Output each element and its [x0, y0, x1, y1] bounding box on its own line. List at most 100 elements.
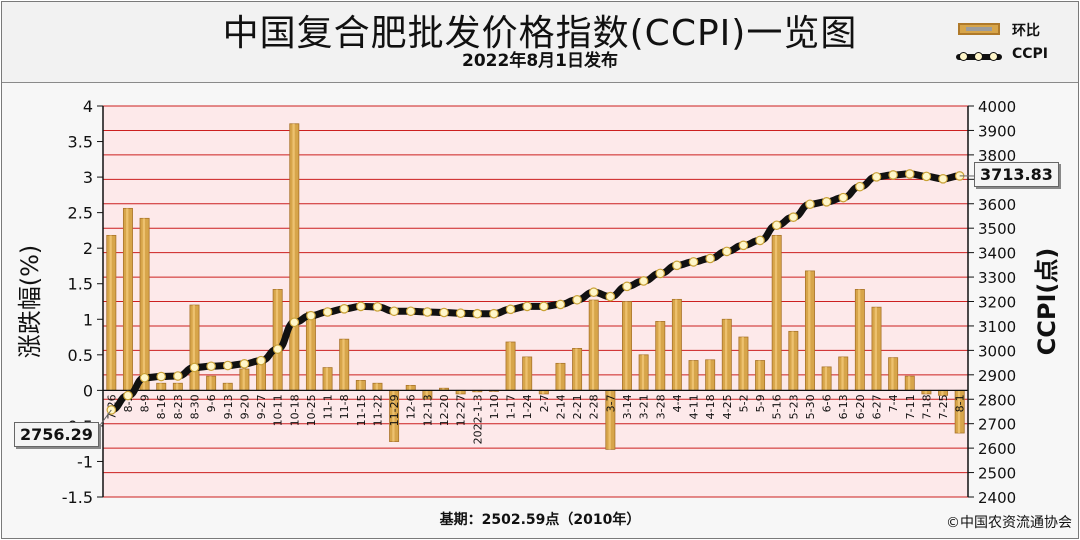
left-tick-label: 1.5: [68, 275, 93, 294]
right-tick-label: 3000: [978, 342, 1016, 360]
bar-highlight: [192, 305, 195, 391]
category-label: 1-10: [488, 394, 501, 419]
bar-highlight: [891, 357, 894, 391]
ccpi-point-12-6: [405, 306, 416, 317]
category-label: 9-20: [238, 394, 251, 419]
category-label: 12-20: [438, 394, 451, 426]
bar-swatch-icon: [958, 23, 1000, 35]
bar-highlight: [375, 383, 378, 391]
bar-highlight: [292, 123, 295, 391]
category-label: 3-21: [638, 394, 651, 419]
bar-highlight: [791, 331, 794, 391]
right-tick-label: 3400: [978, 245, 1016, 263]
category-label: 12-6: [405, 394, 418, 419]
bar-highlight: [309, 312, 312, 391]
ccpi-point-5-2: [738, 240, 749, 251]
bar-highlight: [941, 390, 944, 396]
legend-label-bar: 环比: [1012, 23, 1040, 39]
left-axis-title: 涨跌幅(%): [16, 245, 44, 359]
ccpi-point-3-14: [622, 281, 632, 292]
bar-highlight: [259, 361, 262, 391]
category-label: 11-22: [371, 394, 384, 426]
category-label: 1-24: [521, 394, 534, 419]
bar-highlight: [109, 235, 112, 391]
right-tick-label: 3100: [978, 318, 1016, 336]
right-tick-label: 3200: [978, 294, 1016, 312]
category-label: 4-25: [721, 394, 734, 419]
left-tick-label: 3: [83, 168, 93, 187]
category-label: 2022-1-3: [471, 394, 484, 444]
category-label: 10-11: [272, 394, 285, 426]
right-tick-label: 2900: [978, 367, 1016, 385]
bar-highlight: [724, 319, 728, 391]
bar-highlight: [458, 390, 462, 394]
ccpi-point-9-6: [206, 361, 216, 372]
right-tick-label: 3600: [978, 196, 1016, 214]
ccpi-point-7-4: [888, 170, 898, 180]
ccpi-point-11-22: [372, 302, 383, 312]
category-label: 11-29: [388, 394, 401, 426]
bar-highlight: [907, 376, 911, 391]
page-title: 中国复合肥批发价格指数(CCPI)一览图: [222, 13, 858, 54]
category-label: 2-21: [571, 394, 584, 419]
category-label: 12-27: [455, 394, 468, 426]
bar-highlight: [924, 390, 927, 394]
left-tick-label: 3.5: [68, 133, 93, 152]
category-label: 7-4: [887, 394, 900, 412]
ccpi-point-4-25: [721, 246, 732, 257]
marker-icon: [974, 52, 983, 61]
bar-highlight: [225, 383, 229, 391]
ccpi-point-2-7: [539, 301, 549, 312]
category-label: 11-1: [322, 394, 335, 419]
category-label: 5-23: [787, 394, 800, 419]
bar-highlight: [608, 390, 611, 450]
ccpi-point-2-21: [572, 294, 582, 305]
right-tick-label: 3300: [978, 269, 1016, 287]
category-label: 11-8: [338, 394, 351, 419]
category-label: 8-30: [188, 394, 201, 419]
bar-highlight: [675, 299, 678, 391]
ccpi-point-9-13: [222, 360, 233, 371]
ccpi-point-6-27: [871, 172, 882, 182]
category-label: 4-18: [704, 394, 717, 419]
ccpi-point-7-25: [938, 174, 948, 184]
bar-highlight: [242, 369, 245, 391]
right-tick-label: 2700: [978, 416, 1016, 434]
ccpi-point-6-6: [821, 196, 832, 207]
ccpi-point-6-20: [855, 181, 865, 192]
bar-highlight: [359, 380, 362, 391]
bar-highlight: [957, 390, 961, 434]
ccpi-point-8-2: [123, 390, 133, 401]
ccpi-point-5-16: [771, 220, 782, 231]
category-label: 7-18: [920, 394, 933, 419]
ccpi-point-6-13: [838, 192, 849, 203]
bar-highlight: [658, 321, 661, 391]
bar-highlight: [142, 218, 146, 391]
ccpi-point-2-14: [555, 299, 566, 310]
ccpi-point-12-20: [439, 307, 449, 318]
category-label: 6-6: [821, 394, 834, 412]
category-label: 10-25: [305, 394, 318, 426]
legend: 环比 CCPI: [954, 20, 1074, 70]
ccpi-point-5-30: [805, 199, 815, 210]
bar-highlight: [708, 359, 711, 391]
marker-icon: [959, 52, 968, 61]
left-tick-label: 0.5: [68, 346, 93, 365]
category-label: 5-16: [771, 394, 784, 419]
base-period-note: 基期：2502.59点（2010年）: [439, 512, 641, 528]
bar-highlight: [442, 388, 445, 391]
ccpi-point-2022-1-3: [472, 308, 483, 319]
bar-highlight: [808, 270, 811, 391]
bar-highlight: [525, 356, 528, 391]
category-label: 2-14: [554, 394, 567, 419]
ccpi-point-1-24: [522, 301, 532, 312]
right-tick-label: 3500: [978, 220, 1016, 238]
right-tick-label: 2400: [978, 489, 1016, 507]
header-band: [2, 2, 1078, 83]
category-label: 2-7: [538, 394, 551, 412]
ccpi-point-12-13: [422, 307, 433, 317]
bar-highlight: [392, 390, 395, 442]
category-label: 11-15: [355, 394, 368, 426]
ccpi-point-4-4: [672, 260, 682, 271]
